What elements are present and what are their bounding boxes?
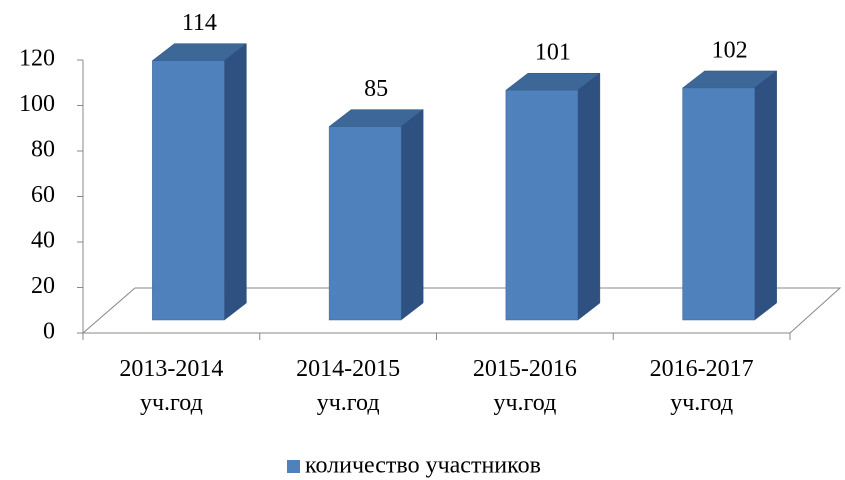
y-tick-label: 80 (31, 137, 55, 163)
y-tick-label: 20 (31, 273, 55, 299)
y-tick-label: 0 (43, 319, 55, 345)
data-label: 101 (535, 40, 571, 66)
data-label: 85 (364, 76, 388, 102)
bar-front (505, 89, 579, 321)
bar-side (224, 43, 247, 321)
bar-front (682, 87, 755, 321)
bar-front (152, 60, 225, 321)
bar-side (577, 72, 601, 321)
x-tick-label: 2014-2015 уч.год (296, 356, 400, 416)
data-label: 102 (712, 37, 748, 63)
x-tick-label: 2015-2016 уч.год (473, 356, 577, 416)
bar (505, 72, 601, 321)
legend-swatch (287, 460, 300, 473)
data-label: 114 (182, 10, 217, 36)
y-tick-label: 40 (31, 228, 55, 254)
y-tick-label: 120 (19, 46, 55, 72)
bar (151, 43, 248, 321)
bar (681, 70, 778, 321)
legend-label: количество участников (305, 453, 541, 479)
x-tick-label: 2016-2017 уч.год (650, 356, 754, 416)
y-tick-label: 60 (31, 182, 55, 208)
x-tick-label: 2013-2014 уч.год (119, 356, 223, 416)
bar-side (754, 70, 777, 321)
bar (328, 109, 424, 321)
y-tick-label: 100 (19, 91, 55, 117)
bar-side (400, 109, 424, 321)
bar-front (328, 126, 402, 321)
